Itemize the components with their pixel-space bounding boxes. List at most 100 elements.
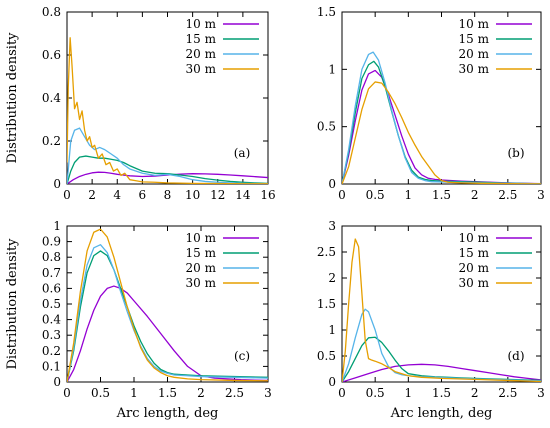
panel-c-x-tick-label: 0 <box>63 386 71 400</box>
panel-d-legend-label-20m: 20 m <box>459 261 490 275</box>
panel-a-y-tick-label: 0.6 <box>42 48 61 62</box>
panel-b-y-tick-label: 1 <box>328 62 336 76</box>
panel-b-legend-label-15m: 15 m <box>459 32 490 46</box>
panel-a-legend-label-15m: 15 m <box>186 32 217 46</box>
panel-c-x-tick-label: 2.5 <box>225 386 244 400</box>
panel-c-series-10m <box>67 285 268 382</box>
panel-d-y-tick-label: 0.5 <box>317 349 336 363</box>
panel-a-x-tick-label: 12 <box>210 188 225 202</box>
panel-c-y-tick-label: 1 <box>53 219 61 233</box>
panel-b-legend-label-20m: 20 m <box>459 47 490 61</box>
panel-d-y-tick-label: 2.5 <box>317 245 336 259</box>
panel-d: 0 0.5 1 1.5 2 2.5 3 0 0.5 1 1.5 2 2.5 3 Arc length, de… <box>317 219 545 421</box>
panel-d-x-tick-label: 1 <box>405 386 413 400</box>
panel-a-y-tick-label: 0 <box>53 177 61 191</box>
panel-b-y-tick-label: 1.5 <box>317 5 336 19</box>
panel-a-series-30m <box>67 37 268 184</box>
panel-a-x-tick-label: 8 <box>164 188 172 202</box>
panel-a-legend-label-30m: 30 m <box>186 62 217 76</box>
panel-a-y-tick-label: 0.4 <box>42 91 61 105</box>
panel-d-legend: 10 m15 m20 m30 m <box>459 231 532 290</box>
panel-c-x-tick-label: 0.5 <box>91 386 110 400</box>
panel-c-y-tick-label: 0.4 <box>42 313 61 327</box>
panel-b-legend-label-10m: 10 m <box>459 17 490 31</box>
panel-c-y-tick-label: 0.8 <box>42 250 61 264</box>
panel-c-y-axis-label: Distribution density <box>5 238 20 370</box>
panel-c-legend-label-20m: 20 m <box>186 261 217 275</box>
panel-b: 0 0.5 1 1.5 2 2.5 3 0 0.5 1 1.5 10 m15 m20 m30 m (b) <box>317 5 545 202</box>
panel-a-y-axis-label: Distribution density <box>5 32 20 164</box>
panel-c-legend-label-10m: 10 m <box>186 231 217 245</box>
panel-d-legend-label-10m: 10 m <box>459 231 490 245</box>
panel-b-legend: 10 m15 m20 m30 m <box>459 17 532 76</box>
panel-b-x-tick-label: 2.5 <box>498 188 517 202</box>
panel-d-x-tick-label: 1.5 <box>432 386 451 400</box>
panel-c-y-tick-label: 0.1 <box>42 359 61 373</box>
panel-a-series-10m <box>67 171 268 184</box>
panel-a: 0 2 4 6 8 10 12 14 16 0 0.2 0.4 0.6 0.8 Distribution d… <box>5 5 276 202</box>
panel-b-legend-label-30m: 30 m <box>459 62 490 76</box>
panel-d-y-tick-label: 1 <box>328 323 336 337</box>
panel-b-x-tick-label: 0.5 <box>366 188 385 202</box>
panel-c-y-tick-label: 0.2 <box>42 344 61 358</box>
panel-b-series-30m <box>342 81 541 184</box>
panel-a-series-15m <box>67 155 268 184</box>
panel-d-legend-label-15m: 15 m <box>459 246 490 260</box>
panel-b-x-tick-label: 1 <box>405 188 413 202</box>
panel-d-x-tick-label: 2.5 <box>498 386 517 400</box>
panel-c-series-15m <box>67 250 268 382</box>
panel-c-y-tick-label: 0.3 <box>42 328 61 342</box>
panel-d-y-tick-label: 1.5 <box>317 297 336 311</box>
panel-c-x-tick-label: 1.5 <box>158 386 177 400</box>
panel-c-legend: 10 m15 m20 m30 m <box>186 231 259 290</box>
panel-a-legend-label-20m: 20 m <box>186 47 217 61</box>
panel-c-y-tick-label: 0.9 <box>42 235 61 249</box>
panel-a-x-tick-label: 0 <box>63 188 71 202</box>
panel-a-x-tick-label: 14 <box>235 188 251 202</box>
panel-a-y-tick-label: 0.2 <box>42 134 61 148</box>
panel-d-series-20m <box>342 308 541 382</box>
panel-d-series-10m <box>342 363 541 382</box>
panel-b-x-tick-label: 2 <box>471 188 479 202</box>
panel-b-x-tick-label: 3 <box>537 188 545 202</box>
panel-c-tag: (c) <box>234 349 250 363</box>
panel-d-series-30m <box>342 238 541 382</box>
panel-a-legend-label-10m: 10 m <box>186 17 217 31</box>
panel-d-x-tick-label: 0 <box>338 386 346 400</box>
panel-c-y-tick-label: 0.7 <box>42 266 61 280</box>
panel-a-x-tick-label: 10 <box>185 188 200 202</box>
panel-c-legend-label-30m: 30 m <box>186 276 217 290</box>
panel-a-x-tick-label: 6 <box>139 188 147 202</box>
panel-c-legend-label-15m: 15 m <box>186 246 217 260</box>
panel-d-x-tick-label: 2 <box>471 386 479 400</box>
panel-c: 0 0.5 1 1.5 2 2.5 300.10.20.30.40.50.60.70.80.… <box>5 219 272 421</box>
panel-a-x-tick-label: 16 <box>260 188 275 202</box>
panel-c-x-tick-label: 2 <box>197 386 205 400</box>
panel-d-legend-label-30m: 30 m <box>459 276 490 290</box>
panel-c-series-30m <box>67 228 268 382</box>
panel-b-series-10m <box>342 69 541 184</box>
panel-b-y-tick-label: 0.5 <box>317 120 336 134</box>
panel-a-x-tick-label: 2 <box>88 188 96 202</box>
panel-b-y-tick-label: 0 <box>328 177 336 191</box>
panel-d-y-tick-label: 0 <box>328 375 336 389</box>
panel-c-x-tick-label: 3 <box>264 386 272 400</box>
panel-c-x-tick-label: 1 <box>130 386 138 400</box>
panel-b-x-tick-label: 1.5 <box>432 188 451 202</box>
panel-a-y-tick-label: 0.8 <box>42 5 61 19</box>
panel-d-y-tick-label: 2 <box>328 271 336 285</box>
panel-b-x-tick-label: 0 <box>338 188 346 202</box>
panel-d-y-tick-label: 3 <box>328 219 336 233</box>
panel-c-y-tick-label: 0.5 <box>42 297 61 311</box>
panel-a-series-20m <box>67 127 268 184</box>
panel-c-y-tick-label: 0 <box>53 375 61 389</box>
panel-d-x-axis-label: Arc length, deg <box>390 406 493 421</box>
panel-d-tag: (d) <box>507 349 524 363</box>
panel-b-series-15m <box>342 60 541 184</box>
panel-d-x-tick-label: 0.5 <box>366 386 385 400</box>
panel-b-tag: (b) <box>507 146 524 160</box>
panel-a-tag: (a) <box>234 146 251 160</box>
panel-d-x-tick-label: 3 <box>537 386 545 400</box>
panel-c-x-axis-label: Arc length, deg <box>116 406 219 421</box>
